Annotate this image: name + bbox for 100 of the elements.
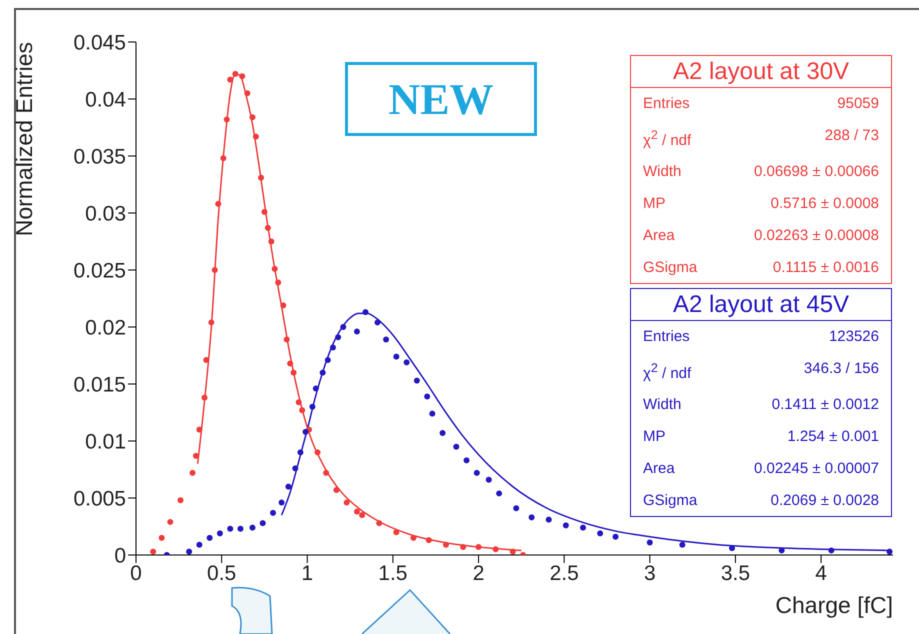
point [280,302,286,308]
x-tick-label: 2 [472,562,484,585]
point [476,544,482,550]
point [424,394,430,400]
point [429,410,436,417]
point [374,319,380,326]
point [239,73,246,80]
point [258,174,264,181]
point [496,490,502,496]
point [324,357,331,364]
point [150,548,156,555]
annotation: 0.2069 ± 0.0028 [770,490,879,511]
point [227,526,234,532]
point [312,386,319,392]
point [232,70,238,77]
point [285,484,292,490]
point [340,324,346,330]
x-tick-label: 1.5 [378,562,408,585]
x-tick-label: 0.5 [207,562,236,585]
annotation: Width [643,162,682,182]
point [562,522,569,528]
point [580,524,586,531]
point [196,542,202,548]
point [275,280,282,286]
annotation: 0.02245 ± 0.00007 [754,458,879,479]
point [393,529,400,536]
annotation: NEW [345,62,537,136]
point [249,114,256,120]
point [528,514,535,520]
y-tick-label: 0.025 [73,259,126,282]
point [492,546,499,552]
annotation: Entries [643,94,690,114]
point [227,76,234,83]
annotation: χ$^{2}$ / ndf [643,360,692,384]
x-tick-label: 0 [130,562,142,585]
annotation: MP [643,427,666,448]
point [278,500,285,506]
annotation: 1.254 ± 0.001 [787,427,879,448]
point [335,334,342,340]
point [513,505,520,512]
y-tick-label: 0.02 [85,316,126,340]
annotation: Entries [643,327,690,347]
y-tick-label: 0.035 [73,145,126,168]
annotation: GSigma [643,258,698,278]
point [383,336,390,343]
point [597,530,604,536]
point [359,512,366,518]
point [206,534,213,541]
annotation: 95059 [837,94,879,114]
annotation: 0.06698 ± 0.00066 [754,162,879,182]
point [186,548,192,555]
point [330,344,336,351]
point [178,497,184,504]
x-axis-title: Charge [fC] [775,592,893,618]
annotation: 0.02263 ± 0.00008 [754,226,879,246]
x-tick-label: 2.5 [550,562,579,585]
point [196,426,202,433]
point [264,224,271,231]
y-tick-label: 0.005 [73,487,126,510]
point [320,370,326,376]
point [296,399,302,406]
point [828,547,834,554]
point [216,530,223,536]
y-tick-label: 0.045 [73,31,126,54]
point [244,90,250,96]
annotation: 0.5716 ± 0.0008 [770,194,879,214]
point [208,319,214,326]
point [220,155,226,162]
point [309,404,316,410]
point [203,357,210,364]
y-tick-label: 0.015 [73,373,126,396]
annotation: Width [643,395,682,416]
annotation: MP [643,194,666,214]
point [167,518,174,525]
x-tick-label: 3 [644,562,656,585]
annotation: 0.1411 ± 0.0012 [772,395,879,416]
point [290,370,297,376]
point [215,200,222,207]
y-tick-label: 0.01 [85,430,126,454]
point [376,520,382,526]
point [486,476,492,483]
point [287,360,294,366]
point [297,449,304,456]
point [546,516,552,523]
point [460,544,466,550]
point [270,510,276,516]
point [237,526,244,532]
annotation: 0.1115 ± 0.0016 [772,258,879,278]
point [212,267,218,273]
point [393,354,400,360]
text: A2 layout at 45V [631,289,891,321]
point [453,444,460,450]
point [354,508,360,515]
point [729,545,736,552]
point [440,430,446,436]
point [646,539,653,546]
x-tick-label: 4 [815,562,828,585]
point [410,534,416,541]
x-tick-label: 3.5 [720,562,750,585]
annotation: Area [643,226,675,246]
